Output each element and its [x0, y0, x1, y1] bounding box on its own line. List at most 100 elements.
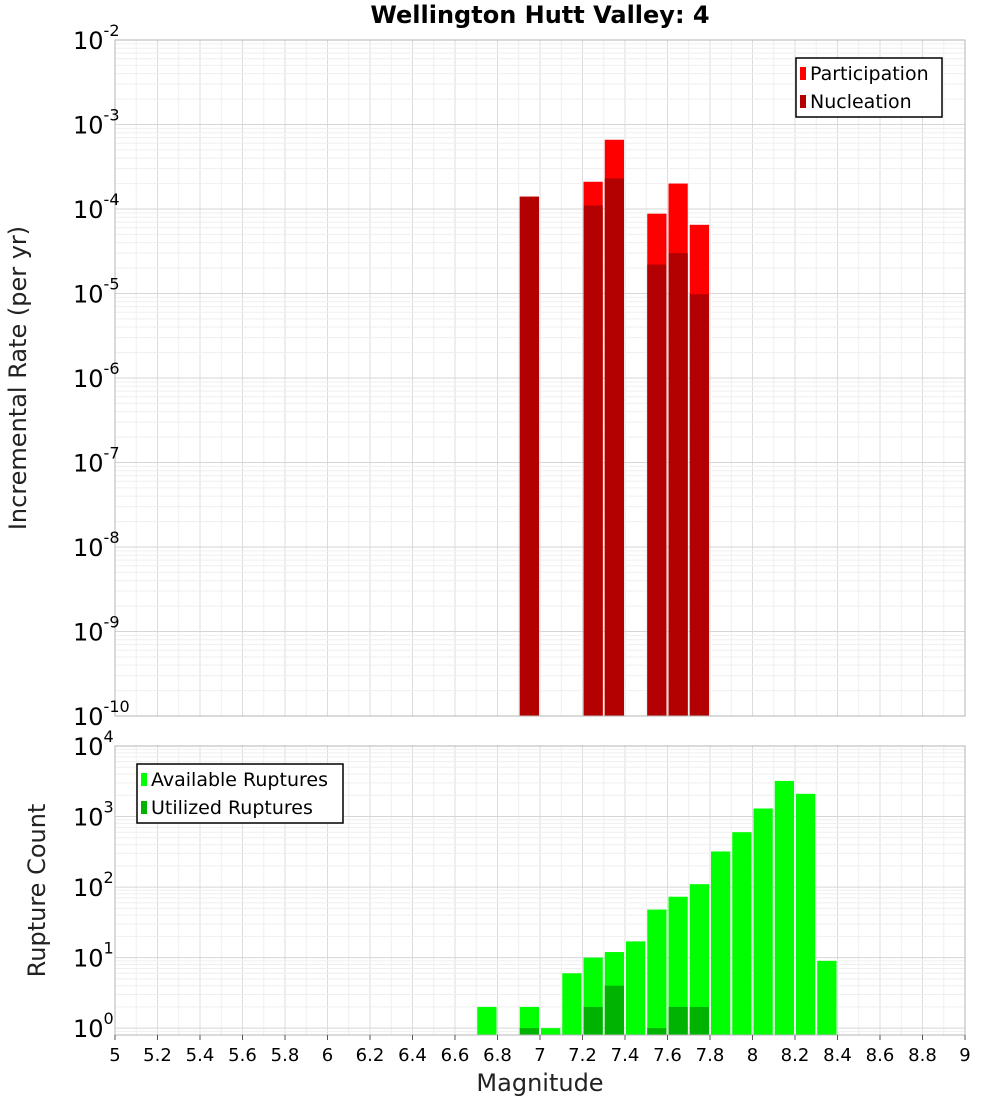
- x-tick-labels: 5 5.2 5.4 5.6 5.8 6 6.2 6.4 6.6 6.8 7 7.2 7.4 7.6 7.8 8…: [109, 1035, 971, 1066]
- y-tick-base: 10: [73, 281, 104, 309]
- y-tick-base: 10: [73, 365, 104, 393]
- bar-nucleation: [519, 196, 539, 717]
- y-tick-exponent: -2: [104, 21, 120, 40]
- bar-available-ruptures: [519, 1006, 539, 1035]
- bar-available-ruptures: [753, 808, 773, 1035]
- y-tick-exponent: -9: [104, 613, 120, 632]
- bar-available-ruptures: [647, 909, 667, 1035]
- x-tick-label: 7.6: [653, 1045, 682, 1066]
- x-tick-label: 7.4: [611, 1045, 640, 1066]
- x-tick-label: 5.8: [271, 1045, 300, 1066]
- y-tick-base: 10: [73, 534, 104, 562]
- y-tick-label: 10-5: [73, 275, 120, 309]
- y-tick-exponent: 3: [104, 798, 114, 817]
- bar-available-ruptures: [668, 896, 688, 1035]
- x-tick-label: 6.2: [356, 1045, 385, 1066]
- chart-title: Wellington Hutt Valley: 4: [370, 1, 709, 29]
- x-tick-label: 8: [747, 1045, 758, 1066]
- x-tick-label: 5.6: [228, 1045, 257, 1066]
- legend-entry: Utilized Ruptures: [151, 797, 313, 819]
- y-tick-exponent: 1: [104, 939, 114, 958]
- x-axis-label: Magnitude: [476, 1069, 603, 1097]
- x-tick-label: 6.4: [398, 1045, 427, 1066]
- y-tick-label: 101: [73, 939, 114, 973]
- y-tick-label: 10-9: [73, 613, 120, 647]
- bar-available-ruptures: [796, 793, 816, 1035]
- y-tick-exponent: 4: [104, 727, 114, 746]
- y-tick-base: 10: [73, 112, 104, 140]
- y-axis-label: Incremental Rate (per yr): [4, 226, 32, 530]
- y-tick-label: 10-2: [73, 21, 120, 55]
- bar-utilized-ruptures: [583, 1006, 603, 1035]
- y-tick-base: 10: [73, 450, 104, 478]
- bar-available-ruptures: [817, 960, 837, 1035]
- legend-entry: Participation: [810, 63, 929, 85]
- legend-swatch: [800, 95, 806, 108]
- bar-nucleation: [647, 264, 667, 716]
- y-tick-exponent: -5: [104, 275, 120, 294]
- y-tick-base: 10: [73, 703, 104, 731]
- x-tick-label: 9: [959, 1045, 970, 1066]
- y-tick-label: 103: [73, 798, 114, 832]
- bar-utilized-ruptures: [604, 985, 624, 1035]
- y-tick-exponent: -3: [104, 106, 120, 125]
- y-tick-base: 10: [73, 874, 104, 902]
- legend-entry: Nucleation: [810, 91, 912, 113]
- series-utilized-ruptures: [519, 985, 709, 1035]
- y-tick-base: 10: [73, 27, 104, 55]
- legend: Available Ruptures Utilized Ruptures: [136, 763, 344, 824]
- x-tick-label: 5.2: [143, 1045, 172, 1066]
- grid-lines: [114, 745, 966, 1036]
- legend-box: [795, 57, 943, 118]
- bar-utilized-ruptures: [647, 1028, 667, 1035]
- legend-swatch: [141, 773, 147, 786]
- y-tick-label: 100: [73, 1009, 114, 1043]
- y-tick-label: 104: [73, 727, 114, 761]
- bar-available-ruptures: [477, 1006, 497, 1035]
- x-tick-label: 8.2: [781, 1045, 810, 1066]
- x-tick-label: 6: [322, 1045, 333, 1066]
- y-tick-label: 10-10: [73, 697, 130, 731]
- y-tick-base: 10: [73, 733, 104, 761]
- y-tick-base: 10: [73, 804, 104, 832]
- bar-available-ruptures: [562, 973, 582, 1035]
- bar-available-ruptures: [711, 851, 731, 1035]
- legend-entry: Available Ruptures: [151, 769, 328, 791]
- bar-utilized-ruptures: [668, 1006, 688, 1035]
- y-tick-label: 10-8: [73, 528, 120, 562]
- y-tick-exponent: -7: [104, 444, 120, 463]
- y-tick-exponent: -8: [104, 528, 120, 547]
- legend-box: [136, 763, 344, 824]
- x-tick-label: 8.6: [866, 1045, 895, 1066]
- grid-lines: [114, 39, 966, 717]
- y-tick-label: 102: [73, 868, 114, 902]
- y-tick-exponent: 2: [104, 868, 114, 887]
- x-tick-label: 7: [534, 1045, 545, 1066]
- legend-swatch: [141, 801, 147, 814]
- y-tick-exponent: -4: [104, 190, 120, 209]
- y-tick-exponent: -6: [104, 359, 120, 378]
- x-tick-label: 7.8: [696, 1045, 725, 1066]
- x-tick-label: 5.4: [186, 1045, 215, 1066]
- legend-swatch: [800, 67, 806, 80]
- y-tick-base: 10: [73, 1015, 104, 1043]
- bar-nucleation: [583, 205, 603, 716]
- y-tick-label: 10-6: [73, 359, 120, 393]
- bar-nucleation: [604, 178, 624, 717]
- y-tick-exponent: 0: [104, 1009, 114, 1028]
- x-tick-label: 7.2: [568, 1045, 597, 1066]
- x-tick-label: 6.8: [483, 1045, 512, 1066]
- x-tick-label: 5: [109, 1045, 120, 1066]
- y-tick-label: 10-4: [73, 190, 120, 224]
- y-tick-base: 10: [73, 945, 104, 973]
- x-tick-label: 6.6: [441, 1045, 470, 1066]
- bar-nucleation: [668, 253, 688, 716]
- bar-available-ruptures: [732, 832, 752, 1035]
- y-tick-base: 10: [73, 619, 104, 647]
- y-tick-label: 10-7: [73, 444, 120, 478]
- bar-utilized-ruptures: [689, 1006, 709, 1035]
